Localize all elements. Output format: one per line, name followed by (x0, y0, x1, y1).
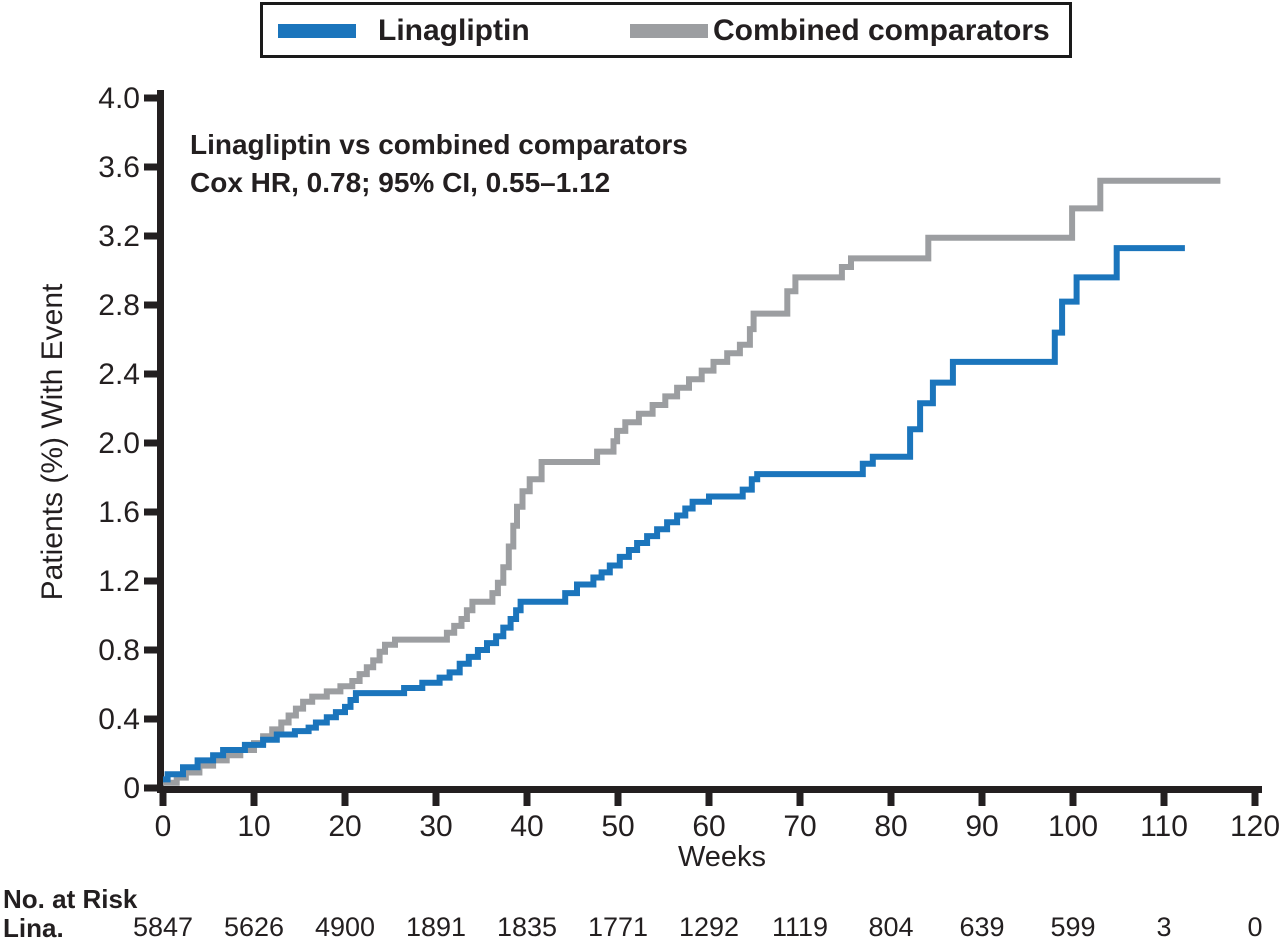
x-tick (250, 793, 258, 806)
x-tick-label: 60 (692, 810, 725, 843)
x-tick (523, 793, 531, 806)
y-tick (144, 301, 157, 309)
risk-table-values-row: 5847 5626 4900 1891 1835 1771 1292 1119 804 639 59… (0, 912, 1280, 940)
x-tick-label: 30 (419, 810, 452, 843)
x-tick (978, 793, 986, 806)
y-tick (144, 370, 157, 378)
x-tick-label: 80 (874, 810, 907, 843)
y-tick-label: 2.4 (98, 358, 140, 391)
legend: Linagliptin Combined comparators (260, 2, 1072, 58)
y-tick (144, 784, 157, 792)
x-tick-label: 10 (237, 810, 270, 843)
y-tick (144, 232, 157, 240)
risk-count: 3 (1156, 912, 1172, 940)
risk-count: 1119 (771, 912, 829, 940)
x-tick (159, 793, 167, 806)
series-path-combined-comparators (163, 177, 1221, 786)
risk-count: 1292 (678, 912, 740, 940)
y-tick-label: 4.0 (98, 82, 140, 115)
x-tick-label: 90 (965, 810, 998, 843)
risk-count: 1891 (405, 912, 467, 940)
risk-table-header: No. at Risk (3, 884, 138, 914)
y-tick (144, 94, 157, 102)
y-tick-label: 0.8 (98, 634, 140, 667)
y-tick-label: 0 (123, 772, 140, 805)
y-tick-label: 1.2 (98, 565, 140, 598)
risk-table-row-label: Lina. (3, 913, 64, 940)
x-tick-label: 50 (601, 810, 634, 843)
risk-count: 4900 (314, 912, 376, 940)
x-tick-label: 0 (155, 810, 172, 843)
x-tick (705, 793, 713, 806)
y-tick-label: 3.6 (98, 151, 140, 184)
x-tick-label: 110 (1140, 810, 1188, 843)
risk-count: 1771 (587, 912, 649, 940)
x-tick-label: 20 (328, 810, 361, 843)
x-tick (796, 793, 804, 806)
y-axis-title: Patients (%) With Event (36, 283, 69, 600)
x-tick (432, 793, 440, 806)
y-tick-label: 1.6 (98, 496, 140, 529)
y-tick (144, 577, 157, 585)
x-tick-label: 40 (510, 810, 543, 843)
risk-count: 639 (959, 912, 1005, 940)
risk-count: 5847 (132, 912, 194, 940)
annotation-comparison-line: Linagliptin vs combined comparators (190, 129, 688, 160)
legend-label-linagliptin: Linagliptin (378, 14, 530, 47)
x-tick (887, 793, 895, 806)
x-tick (1160, 793, 1168, 806)
risk-count: 599 (1050, 912, 1096, 940)
risk-count: 5626 (223, 912, 285, 940)
x-tick-label: 120 (1230, 810, 1280, 843)
comparators-line-swatch (630, 24, 708, 38)
y-tick (144, 508, 157, 516)
x-tick (1251, 793, 1259, 806)
x-tick (614, 793, 622, 806)
x-axis-title: Weeks (678, 841, 766, 873)
risk-count: 1835 (496, 912, 558, 940)
y-tick-label: 2.8 (98, 289, 140, 322)
x-tick-label: 100 (1048, 810, 1098, 843)
y-tick-label: 0.4 (98, 703, 140, 736)
y-tick (144, 715, 157, 723)
y-axis-line (157, 90, 164, 793)
annotation-cox-hr-line: Cox HR, 0.78; 95% CI, 0.55–1.12 (190, 167, 611, 198)
y-tick (144, 163, 157, 171)
y-tick-label: 3.2 (98, 220, 140, 253)
y-tick (144, 439, 157, 447)
y-tick (144, 646, 157, 654)
series-path-linagliptin (163, 245, 1185, 783)
x-tick (1069, 793, 1077, 806)
legend-label-comparators: Combined comparators (713, 14, 1050, 47)
x-tick-label: 70 (783, 810, 816, 843)
risk-count: 804 (868, 912, 914, 940)
x-axis-line (157, 786, 1262, 793)
risk-count: 0 (1247, 912, 1263, 940)
linagliptin-line-swatch (278, 24, 356, 38)
hazard-ratio-annotation: Linagliptin vs combined comparators Cox … (190, 126, 688, 202)
y-tick-label: 2.0 (98, 427, 140, 460)
x-tick (341, 793, 349, 806)
